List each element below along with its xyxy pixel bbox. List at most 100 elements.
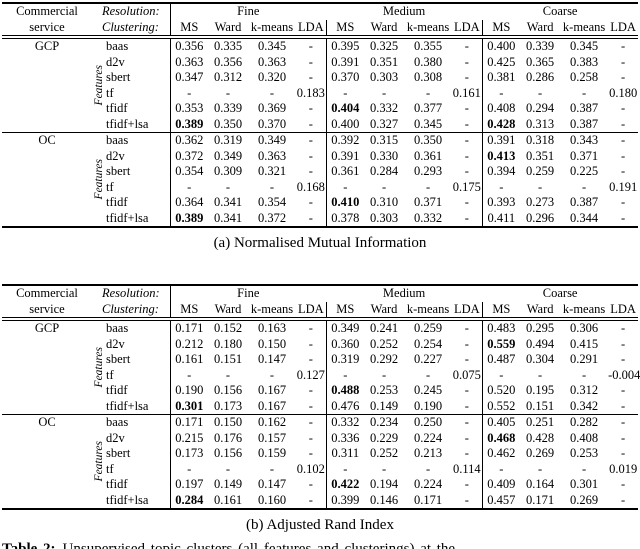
- value-cell: -: [308, 164, 313, 178]
- value-cell: 0.161: [452, 85, 481, 100]
- value-cell: 0.413: [481, 148, 521, 164]
- value-cell: -: [308, 39, 313, 53]
- value-cell: 0.150: [257, 336, 287, 351]
- value-cell: 0.415: [570, 336, 599, 351]
- value-cell: -: [325, 367, 365, 383]
- value-cell: 0.147: [257, 477, 287, 491]
- feature-name-cell: baas: [106, 414, 171, 431]
- value-cell: 0.194: [370, 477, 399, 491]
- service-cell: OC: [2, 414, 92, 509]
- value-cell: 0.160: [257, 492, 287, 507]
- feature-name-cell: d2v: [106, 430, 125, 445]
- value-cell: -: [621, 148, 626, 163]
- value-cell: 0.019: [609, 461, 638, 476]
- value-cell: 0.387: [570, 101, 599, 115]
- features-rotated-label: Features: [92, 414, 106, 509]
- commercial-service-header-line1: Commercial: [16, 286, 78, 300]
- clustering-method-header: k-means: [248, 301, 297, 321]
- value-cell: -: [308, 336, 313, 351]
- table-row: tfidf+lsa 0.284 0.161 0.160-0.399 0.146 0.171…: [2, 492, 638, 509]
- value-cell: 0.356: [169, 37, 209, 55]
- table-row: tfidf+lsa 0.301 0.173 0.167-0.476 0.149 0.190…: [2, 398, 638, 415]
- value-cell: 0.365: [526, 54, 555, 69]
- features-rotated-label: Features: [92, 37, 106, 133]
- value-cell: -: [464, 492, 469, 507]
- feature-name-cell: tf: [106, 85, 114, 100]
- clustering-method-header: MS: [169, 19, 209, 39]
- value-cell: -: [464, 195, 469, 209]
- value-cell: -: [464, 321, 469, 335]
- feature-name-cell: tfidf+lsa: [106, 398, 149, 413]
- value-cell: -: [169, 85, 209, 101]
- value-cell: -: [308, 210, 313, 225]
- value-cell: 0.102: [296, 461, 325, 476]
- commercial-service-header-line2: service: [2, 301, 92, 321]
- ari-table-caption: (b) Adjusted Rand Index: [246, 517, 394, 533]
- value-cell: -: [425, 179, 431, 194]
- value-cell: 0.361: [414, 148, 443, 163]
- value-cell: -: [269, 179, 275, 194]
- value-cell: 0.372: [257, 210, 287, 225]
- value-cell: -: [621, 54, 626, 69]
- clustering-method-header: MS: [169, 301, 209, 321]
- value-cell: 0.341: [213, 210, 243, 225]
- value-cell: 0.146: [370, 492, 399, 507]
- feature-name-cell: d2v: [106, 54, 125, 69]
- value-cell: 0.191: [609, 179, 638, 194]
- value-cell: 0.389: [169, 116, 209, 133]
- value-cell: -: [225, 367, 231, 382]
- value-cell: -: [621, 477, 626, 491]
- clustering-method-header: k-means: [404, 19, 453, 39]
- value-cell: 0.363: [257, 148, 287, 163]
- value-cell: -: [608, 132, 639, 149]
- value-cell: -: [308, 446, 313, 460]
- value-cell: 0.180: [609, 85, 638, 100]
- value-cell: 0.389: [169, 210, 209, 227]
- value-cell: -: [464, 383, 469, 397]
- value-cell: -: [225, 85, 231, 100]
- resolution-label: Resolution:: [102, 4, 160, 18]
- value-cell: -: [464, 148, 469, 163]
- feature-name-cell: tfidf: [106, 195, 128, 209]
- table-row: tfidf+lsa 0.389 0.341 0.372-0.378 0.303 0.332…: [2, 210, 638, 227]
- value-cell: 0.428: [526, 430, 555, 445]
- value-cell: 0.392: [325, 132, 365, 149]
- clustering-method-header: LDA: [452, 301, 483, 321]
- clustering-method-header: k-means: [248, 19, 297, 39]
- value-cell: 0.234: [364, 414, 405, 431]
- value-cell: 0.159: [257, 446, 287, 460]
- ari-table: Commercial Resolution: Fine Medium Coarse ser…: [2, 284, 640, 510]
- feature-name-cell: sbert: [106, 352, 131, 366]
- value-cell: 0.395: [325, 37, 365, 55]
- value-cell: 0.356: [213, 54, 243, 69]
- value-cell: -: [308, 352, 313, 366]
- value-cell: 0.313: [526, 116, 555, 131]
- resolution-group-header: Coarse: [542, 4, 578, 18]
- value-cell: 0.212: [169, 336, 209, 352]
- value-cell: -: [464, 39, 469, 53]
- value-cell: 0.215: [169, 430, 209, 446]
- value-cell: 0.171: [169, 414, 209, 431]
- value-cell: 0.150: [208, 414, 249, 431]
- value-cell: 0.151: [526, 398, 555, 413]
- value-cell: 0.339: [526, 39, 555, 53]
- value-cell: 0.425: [481, 54, 521, 70]
- value-cell: 0.075: [452, 367, 481, 382]
- value-cell: 0.428: [481, 116, 521, 133]
- feature-name-cell: tfidf+lsa: [106, 116, 149, 131]
- table-row: d2v 0.212 0.180 0.150-0.360 0.252 0.254-0.559…: [2, 336, 638, 352]
- value-cell: -: [582, 85, 587, 100]
- value-cell: 0.349: [325, 319, 365, 337]
- nmi-table-block: Commercial Resolution: Fine Medium Coarse ser…: [2, 2, 639, 254]
- value-cell: 0.213: [414, 446, 443, 460]
- value-cell: 0.163: [257, 321, 287, 335]
- value-cell: 0.387: [570, 195, 599, 209]
- value-cell: -: [582, 461, 587, 476]
- value-cell: 0.360: [325, 336, 365, 352]
- value-cell: 0.309: [213, 164, 243, 178]
- value-cell: -: [308, 398, 313, 413]
- value-cell: 0.411: [481, 210, 521, 227]
- value-cell: -: [381, 85, 387, 100]
- value-cell: 0.378: [325, 210, 365, 227]
- value-cell: 0.341: [213, 195, 243, 209]
